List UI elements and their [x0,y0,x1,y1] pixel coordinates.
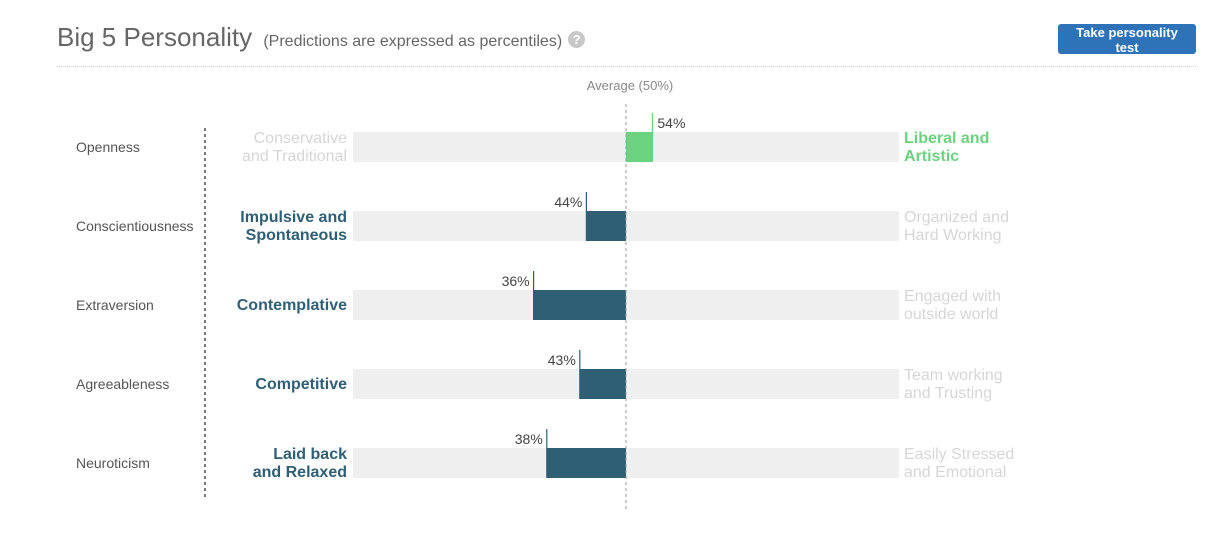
value-bar [626,132,653,162]
section-header: Big 5 Personality (Predictions are expre… [57,18,1196,67]
low-label: Impulsive and Spontaneous [240,209,347,244]
trait-name-openness: Openness [76,139,140,155]
value-label: 36% [502,273,530,289]
value-bar [546,448,626,478]
title-text: Big 5 Personality [57,22,253,52]
value-bar [533,290,626,320]
value-label: 43% [548,352,576,368]
average-label: Average (50%) [587,78,673,93]
value-bar [579,369,626,399]
subtitle: (Predictions are expressed as percentile… [263,33,563,50]
low-label: Conservative and Traditional [242,130,347,165]
trait-name-conscientiousness: Conscientiousness [76,218,194,234]
high-label: Team working and Trusting [904,367,1003,402]
question-circle-icon[interactable]: ? [568,31,586,48]
trait-name-neuroticism: Neuroticism [76,455,150,471]
value-label: 44% [554,194,582,210]
low-label: Contemplative [237,297,347,314]
value-label: 38% [515,431,543,447]
value-label: 54% [657,115,685,131]
high-label: Organized and Hard Working [904,209,1009,244]
value-bar [586,211,626,241]
high-label: Engaged with outside world [904,288,1001,323]
trait-name-extraversion: Extraversion [76,297,154,313]
page-title: Big 5 Personality (Predictions are expre… [57,22,586,53]
trait-name-agreeableness: Agreeableness [76,376,169,392]
low-label: Laid back and Relaxed [253,446,347,481]
high-label: Easily Stressed and Emotional [904,446,1014,481]
take-personality-test-button[interactable]: Take personality test [1058,24,1196,55]
low-label: Competitive [255,376,347,393]
high-label: Liberal and Artistic [904,130,989,165]
